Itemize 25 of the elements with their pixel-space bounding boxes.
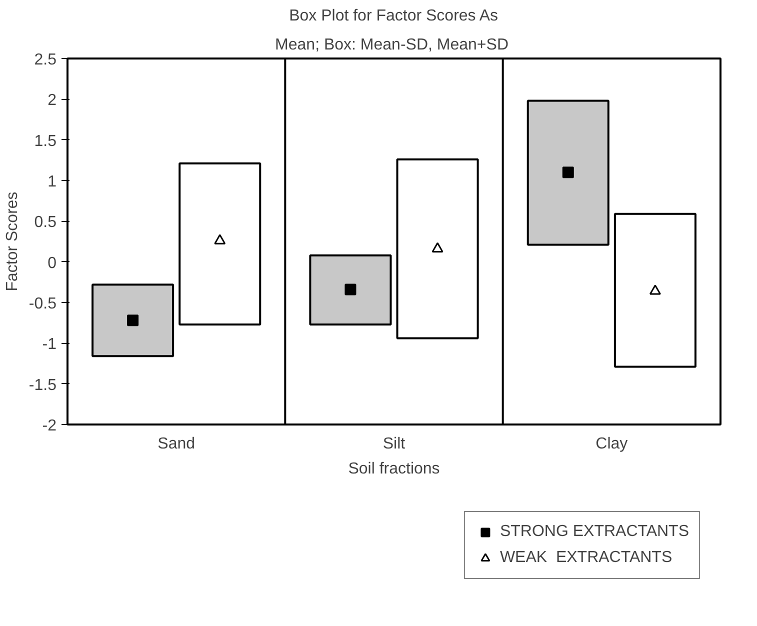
bar: [178, 162, 262, 326]
x-tick-label: Silt: [382, 436, 406, 452]
chart-subtitle: Mean; Box: Mean-SD, Mean+SD: [275, 36, 508, 54]
y-tick-label: 0.5: [34, 214, 57, 232]
bar: [526, 100, 610, 246]
y-tick-label: 2: [48, 92, 57, 110]
y-tick-label: -2: [42, 418, 57, 434]
y-tick-label: -1: [42, 336, 57, 354]
y-axis-title: Factor Scores: [4, 192, 21, 292]
chart-title: Box Plot for Factor Scores As: [289, 8, 498, 24]
y-tick-label: 1.5: [34, 132, 57, 150]
y-tick-label: -0.5: [28, 296, 57, 312]
y-tick-label: 1: [48, 174, 57, 190]
legend-label: WEAK EXTRACTANTS: [500, 549, 672, 567]
bar: [614, 212, 696, 368]
x-tick-label: Sand: [158, 436, 196, 452]
bar: [309, 254, 392, 326]
x-axis-title: Soil fractions: [348, 460, 440, 478]
y-tick-label: 2.5: [34, 52, 57, 68]
y-tick-label: 0: [48, 254, 57, 272]
x-tick-label: Clay: [596, 436, 628, 452]
y-tick-label: -1.5: [28, 376, 57, 394]
bar: [92, 284, 174, 358]
legend-label: STRONG EXTRACTANTS: [500, 523, 689, 541]
bar: [396, 158, 479, 340]
